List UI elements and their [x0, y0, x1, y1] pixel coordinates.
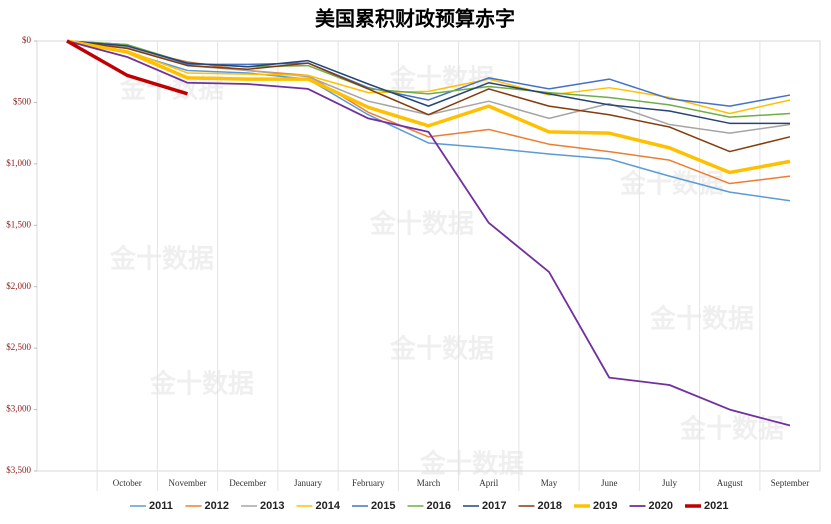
series-line [66, 40, 791, 115]
y-tick-label: $1,500 [6, 219, 31, 229]
legend-label: 2012 [205, 500, 229, 512]
series-line [66, 39, 189, 96]
legend-label: 2016 [427, 500, 451, 512]
series-line [66, 40, 790, 125]
legend-label: 2021 [704, 500, 728, 512]
y-tick-label: $2,500 [6, 342, 31, 352]
watermark: 金十数据 [389, 64, 494, 95]
series-line [66, 39, 791, 175]
legend-label: 2018 [538, 500, 562, 512]
x-tick-label: November [169, 478, 207, 488]
x-tick-label: April [479, 478, 498, 488]
series-line [66, 40, 791, 153]
legend-label: 2014 [316, 500, 341, 512]
watermark: 金十数据 [649, 304, 754, 335]
plot-frame [36, 40, 821, 472]
x-tick-label: February [352, 478, 385, 488]
watermark: 金十数据 [109, 244, 214, 275]
y-tick-label: $0 [22, 35, 32, 45]
legend-label: 2015 [371, 500, 395, 512]
y-tick-label: $3,000 [6, 404, 31, 414]
x-tick-label: October [113, 478, 142, 488]
y-tick-label: $500 [13, 96, 32, 106]
legend-label: 2020 [649, 500, 673, 512]
watermark: 金十数据 [679, 414, 784, 445]
x-tick-label: January [294, 478, 322, 488]
x-tick-label: March [417, 478, 441, 488]
chart-title: 美国累积财政预算赤字 [315, 7, 515, 31]
x-tick-label: September [771, 478, 810, 488]
x-tick-label: August [717, 478, 744, 488]
x-tick-label: June [601, 478, 618, 488]
legend-label: 2017 [482, 500, 506, 512]
x-tick-label: July [662, 478, 678, 488]
x-tick-label: December [229, 478, 266, 488]
y-tick-label: $2,000 [6, 281, 31, 291]
legend-label: 2013 [260, 500, 284, 512]
watermark: 金十数据 [369, 209, 474, 240]
series-line [66, 40, 791, 427]
watermark: 金十数据 [619, 169, 724, 200]
legend-label: 2011 [149, 500, 173, 512]
series-line [66, 40, 791, 202]
watermark: 金十数据 [389, 334, 494, 365]
watermark: 金十数据 [149, 369, 254, 400]
series-line [66, 40, 791, 185]
y-tick-label: $1,000 [6, 158, 31, 168]
x-tick-label: May [541, 478, 558, 488]
y-tick-label: $3,500 [6, 465, 31, 475]
series-line [66, 40, 791, 107]
watermark: 金十数据 [419, 449, 524, 480]
legend-label: 2019 [593, 500, 617, 512]
